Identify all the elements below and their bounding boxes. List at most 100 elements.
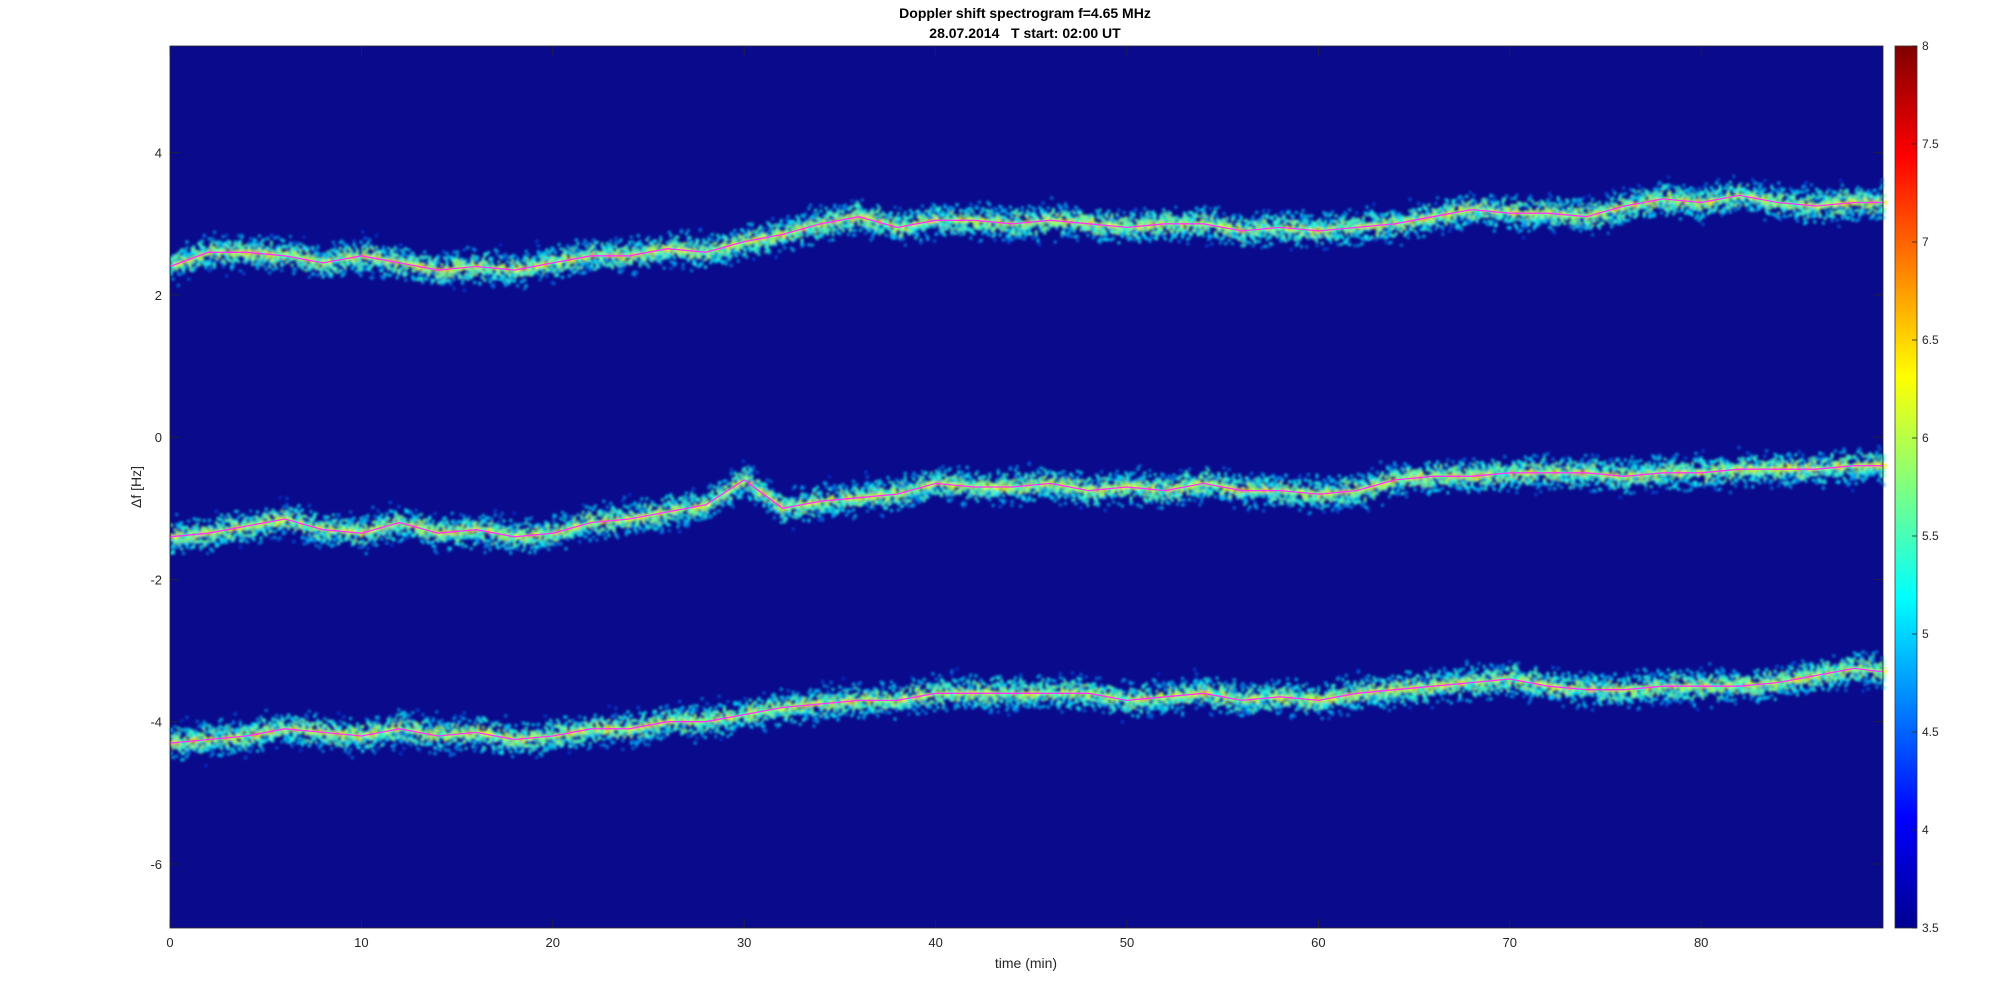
spectral-cell: [353, 240, 356, 243]
spectral-cell: [254, 239, 257, 242]
spectral-cell: [268, 265, 271, 268]
spectral-cell: [453, 251, 456, 254]
spectral-cell: [187, 278, 190, 281]
spectral-cell: [484, 279, 487, 282]
spectral-cell: [487, 251, 490, 254]
spectral-cell: [478, 282, 481, 285]
spectral-cell: [332, 256, 335, 259]
spectral-cell: [516, 257, 519, 260]
spectral-cell: [208, 269, 211, 272]
spectral-cell: [308, 253, 311, 256]
spectral-cell: [365, 237, 368, 240]
spectral-cell: [322, 273, 325, 276]
spectral-cell: [313, 272, 316, 275]
spectral-cell: [432, 280, 435, 283]
spectral-cell: [246, 260, 249, 263]
spectral-cell: [203, 246, 206, 249]
spectral-cell: [477, 257, 480, 260]
spectral-cell: [425, 278, 428, 281]
spectral-cell: [230, 267, 233, 270]
spectral-cell: [489, 280, 492, 283]
spectral-cell: [437, 260, 440, 263]
spectral-cell: [203, 249, 206, 252]
spectral-cell: [196, 252, 199, 255]
spectral-cell: [389, 274, 392, 277]
spectral-cell: [258, 235, 261, 238]
plot-area: [170, 46, 1887, 928]
spectral-cell: [260, 263, 263, 266]
spectral-cell: [496, 277, 499, 280]
spectral-cell: [525, 284, 528, 287]
spectral-cell: [471, 254, 474, 257]
spectral-cell: [375, 246, 378, 249]
spectral-cell: [289, 235, 292, 238]
spectral-cell: [492, 283, 495, 286]
spectral-cell: [470, 277, 473, 280]
spectral-cell: [527, 253, 530, 256]
spectral-cell: [203, 236, 206, 239]
spectral-cell: [344, 266, 347, 269]
spectral-cell: [420, 277, 423, 280]
spectral-cell: [332, 241, 335, 244]
spectral-cell: [177, 284, 180, 287]
spectral-cell: [229, 241, 232, 244]
spectral-cell: [490, 258, 493, 261]
spectral-cell: [232, 265, 235, 268]
spectral-cell: [335, 267, 338, 270]
spectral-cell: [296, 242, 299, 245]
spectral-cell: [449, 283, 452, 286]
spectral-cell: [406, 266, 409, 269]
spectral-cell: [289, 241, 292, 244]
spectral-cell: [223, 262, 226, 265]
spectral-cell: [513, 280, 516, 283]
spectral-cell: [213, 231, 216, 234]
spectral-cell: [404, 248, 407, 251]
spectral-cell: [211, 255, 214, 258]
spectral-cell: [342, 263, 345, 266]
spectral-cell: [399, 244, 402, 247]
spectral-cell: [523, 287, 526, 290]
spectral-cell: [444, 278, 447, 281]
spectral-cell: [237, 234, 240, 237]
spectral-cell: [401, 249, 404, 252]
spectral-cell: [217, 259, 220, 262]
spectral-cell: [372, 271, 375, 274]
spectral-cell: [446, 252, 449, 255]
spectral-cell: [210, 267, 213, 270]
spectral-cell: [466, 278, 469, 281]
spectral-cell: [447, 256, 450, 259]
spectral-cell: [423, 263, 426, 266]
spectral-cell: [384, 275, 387, 278]
spectral-cell: [239, 269, 242, 272]
spectral-cell: [513, 254, 516, 257]
spectral-cell: [325, 273, 328, 276]
spectral-cell: [361, 230, 364, 233]
spectral-cell: [253, 258, 256, 261]
spectral-cell: [335, 271, 338, 274]
spectral-cell: [277, 236, 280, 239]
spectral-cell: [404, 279, 407, 282]
spectral-cell: [463, 248, 466, 251]
spectral-cell: [330, 272, 333, 275]
spectral-cell: [201, 240, 204, 243]
spectral-cell: [399, 272, 402, 275]
spectral-cell: [237, 260, 240, 263]
spectral-cell: [198, 261, 201, 264]
spectral-cell: [249, 237, 252, 240]
spectral-cell: [239, 242, 242, 245]
spectral-cell: [170, 273, 173, 276]
spectral-cell: [537, 273, 540, 276]
spectral-cell: [356, 249, 359, 252]
spectral-cell: [453, 287, 456, 290]
spectral-cell: [396, 276, 399, 279]
spectral-cell: [356, 269, 359, 272]
spectral-cell: [372, 248, 375, 251]
spectral-cell: [344, 247, 347, 250]
spectral-cell: [504, 253, 507, 256]
spectral-cell: [413, 278, 416, 281]
spectral-cell: [516, 260, 519, 263]
spectral-cell: [273, 263, 276, 266]
spectral-cell: [360, 274, 363, 277]
spectral-cell: [375, 234, 378, 237]
